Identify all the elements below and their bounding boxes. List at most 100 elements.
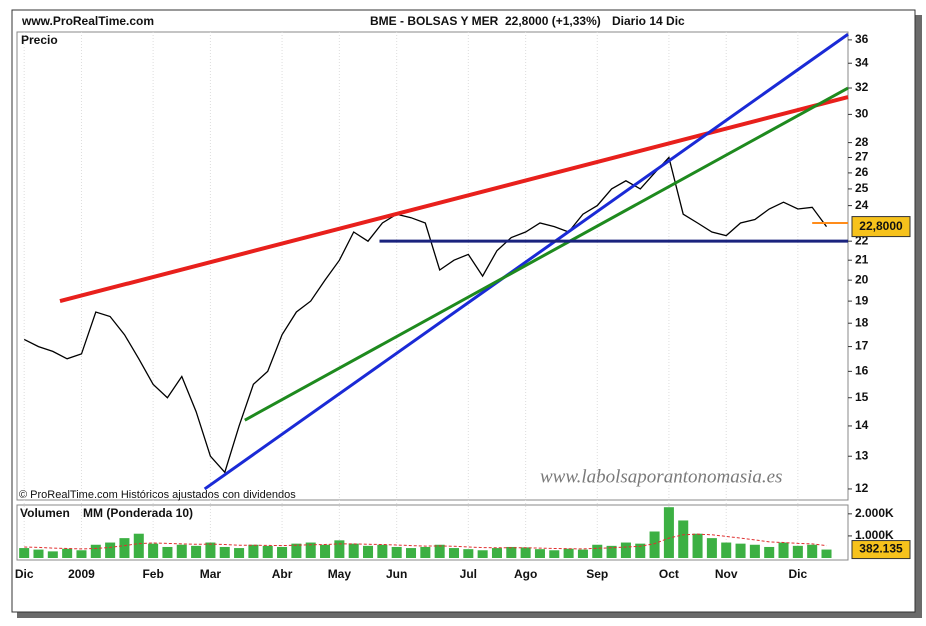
volume-bar <box>821 549 832 558</box>
price-line <box>23 156 828 474</box>
price-panel <box>16 31 849 501</box>
volume-bar <box>234 548 245 558</box>
volume-bar <box>162 546 173 558</box>
volume-bar <box>405 548 417 558</box>
volume-bar <box>33 549 44 558</box>
volume-bar <box>262 545 273 558</box>
volume-bar <box>305 542 316 558</box>
volume-bar <box>377 544 388 558</box>
x-tick-label: Sep <box>586 567 608 581</box>
volume-bar <box>176 544 187 558</box>
y-tick-label: 1.000K <box>855 528 894 542</box>
y-tick-label: 13 <box>855 448 869 462</box>
volume-bar <box>434 544 445 558</box>
y-tick-label: 28 <box>855 135 869 149</box>
volume-bar <box>577 549 588 558</box>
volume-bar <box>534 549 545 558</box>
volume-bar <box>649 531 660 558</box>
y-tick-label: 36 <box>855 32 869 46</box>
legend-entry: MM (Ponderada 10) <box>83 506 193 520</box>
volume-bar <box>735 543 746 558</box>
x-tick-label: May <box>328 567 352 581</box>
volume-bar <box>706 538 717 558</box>
volume-bar <box>463 549 474 558</box>
volume-bar <box>792 545 803 558</box>
volume-bar <box>721 542 732 558</box>
watermark: www.labolsaporantonomasia.es <box>540 466 782 487</box>
volume-bar <box>277 546 288 558</box>
volume-bar <box>105 542 116 558</box>
period: Diario 14 Dic <box>612 14 685 28</box>
volume-bar <box>133 533 144 558</box>
volume-bar <box>191 545 202 558</box>
volume-bar <box>506 546 517 558</box>
legend-entry: Volumen <box>20 506 70 520</box>
y-tick-label: 15 <box>855 390 869 404</box>
volume-bar <box>692 533 703 558</box>
volume-bar <box>606 545 617 558</box>
x-tick-label: Mar <box>200 567 222 581</box>
y-tick-label: 27 <box>855 150 869 164</box>
y-tick-label: 34 <box>855 55 869 69</box>
trendline <box>244 86 849 422</box>
chart-title: BME - BOLSAS Y MER <box>370 14 499 28</box>
volume-bar <box>448 548 460 558</box>
x-tick-label: Nov <box>715 567 738 581</box>
volume-bar <box>749 544 760 558</box>
volume-bar <box>635 543 646 558</box>
y-tick-label: 16 <box>855 364 869 378</box>
last-volume-label: 382.135 <box>859 542 903 556</box>
volume-bar <box>219 546 230 558</box>
volume-bar <box>663 507 674 558</box>
volume-bar <box>19 548 30 558</box>
x-tick-label: Jun <box>386 567 407 581</box>
x-tick-label: Ago <box>514 567 537 581</box>
volume-bar <box>76 550 87 558</box>
y-tick-label: 12 <box>855 481 869 495</box>
volume-bar <box>248 544 259 558</box>
x-tick-label: Abr <box>272 567 293 581</box>
y-tick-label: 19 <box>855 293 869 307</box>
volume-bar <box>205 542 216 558</box>
volume-bar <box>520 547 531 558</box>
volume-bar <box>778 542 789 558</box>
source: www.ProRealTime.com <box>21 14 154 28</box>
trendline <box>203 33 849 491</box>
volume-bar <box>592 544 603 558</box>
x-tick-label: Oct <box>659 567 679 581</box>
x-tick-label: Dic <box>15 567 34 581</box>
y-tick-label: 25 <box>855 181 869 195</box>
moving-average <box>24 533 827 550</box>
x-tick-label: Jul <box>460 567 477 581</box>
last-volume-box <box>851 540 911 560</box>
volume-bar <box>391 546 402 558</box>
y-tick-label: 26 <box>855 165 869 179</box>
y-tick-label: 21 <box>855 252 869 266</box>
volume-bar <box>420 546 431 558</box>
y-tick-label: 2.000K <box>855 506 894 520</box>
y-tick-label: 32 <box>855 80 869 94</box>
volume-bar <box>807 544 818 558</box>
volume-bar <box>764 546 775 558</box>
volume-bar <box>348 543 359 558</box>
y-tick-label: 20 <box>855 272 869 286</box>
volume-bar <box>678 520 689 558</box>
y-tick-label: 14 <box>855 418 869 432</box>
y-label: Precio <box>21 33 58 47</box>
trendline <box>59 95 849 304</box>
volume-bar <box>62 548 73 558</box>
volume-bar <box>549 550 560 558</box>
last-price-label: 22,8000 <box>859 219 903 233</box>
x-tick-label: Feb <box>142 567 163 581</box>
copyright: © ProRealTime.com Históricos ajustados c… <box>19 489 296 501</box>
volume-bar <box>477 550 488 558</box>
volume-bar <box>563 548 574 558</box>
volume-bar <box>90 544 101 558</box>
y-tick-label: 24 <box>855 198 869 212</box>
volume-bar <box>148 543 159 558</box>
volume-bar <box>363 545 374 558</box>
volume-bar <box>491 548 502 558</box>
volume-bar <box>320 544 331 558</box>
last-price-box <box>851 216 911 238</box>
